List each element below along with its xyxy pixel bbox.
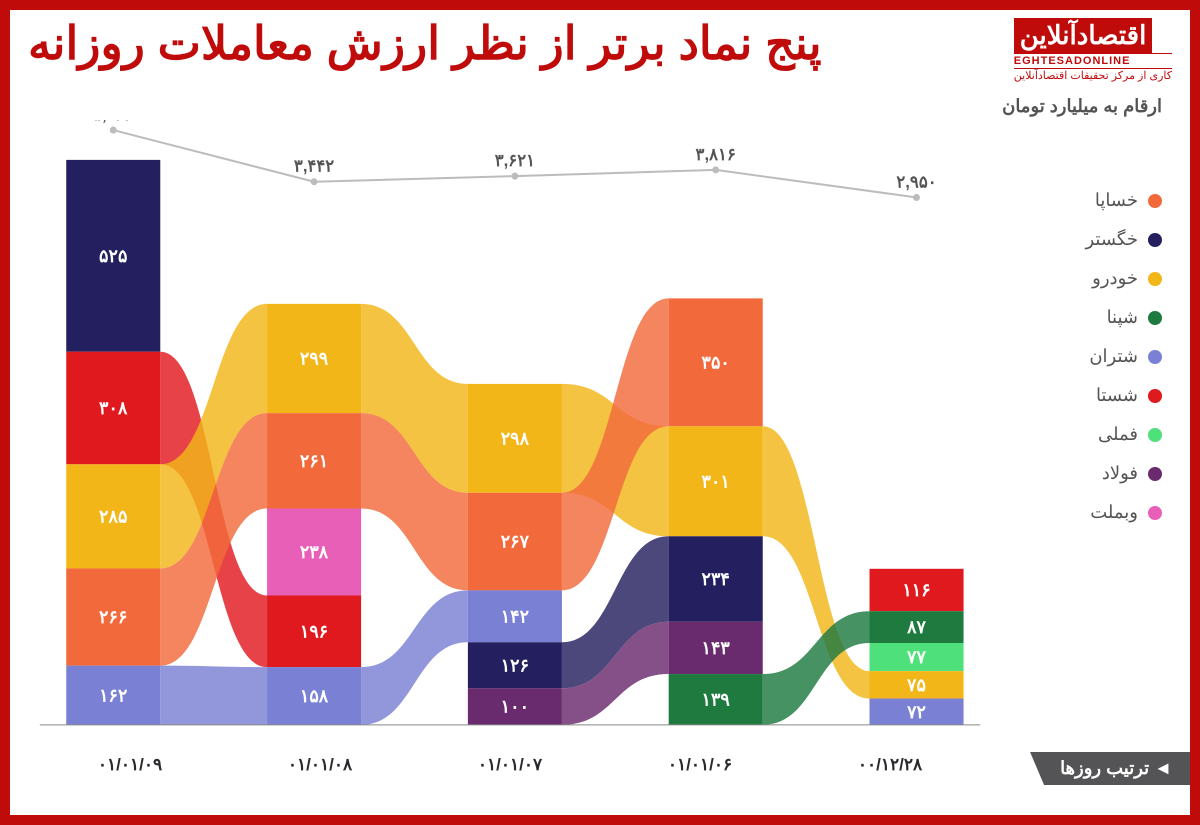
legend-item: شتران bbox=[1086, 346, 1163, 367]
xaxis-label: ۰۱/۰۱/۰۶ bbox=[630, 755, 770, 775]
legend-item: خودرو bbox=[1086, 268, 1163, 289]
bar-value-label: ۸۷ bbox=[906, 617, 926, 637]
brand-logo: اقتصادآنلاین EGHTESADONLINE کاری از مرکز… bbox=[1014, 18, 1172, 82]
legend-item: خساپا bbox=[1086, 190, 1163, 211]
bar-value-label: ۲۶۷ bbox=[501, 531, 530, 551]
bar-value-label: ۱۳۹ bbox=[702, 689, 731, 709]
logo-main-text: اقتصادآنلاین bbox=[1014, 18, 1153, 53]
legend-label: شپنا bbox=[1107, 307, 1138, 328]
total-line-label: ۳,۸۱۶ bbox=[696, 145, 736, 164]
bar-value-label: ۱۴۲ bbox=[501, 606, 530, 626]
legend-dot-icon bbox=[1148, 428, 1162, 442]
chart-title: پنج نماد برتر از نظر ارزش معاملات روزانه bbox=[28, 18, 822, 69]
bar-value-label: ۳۵۰ bbox=[702, 352, 730, 372]
bar-value-label: ۷۲ bbox=[906, 702, 926, 722]
bar-value-label: ۲۳۴ bbox=[702, 569, 730, 589]
legend-dot-icon bbox=[1148, 350, 1162, 364]
header: اقتصادآنلاین EGHTESADONLINE کاری از مرکز… bbox=[10, 10, 1190, 86]
legend-dot-icon bbox=[1148, 233, 1162, 247]
bar-value-label: ۱۰۰ bbox=[501, 696, 529, 716]
logo-sub-en: EGHTESADONLINE bbox=[1014, 53, 1172, 69]
bar-value-label: ۱۴۳ bbox=[702, 638, 731, 658]
legend: خساپا خگستر خودرو شپنا شتران شستا فملی فولاد وبم… bbox=[1086, 190, 1163, 523]
bar-value-label: ۱۹۶ bbox=[300, 621, 328, 641]
legend-label: فولاد bbox=[1102, 463, 1138, 484]
unit-label: ارقام به میلیارد تومان bbox=[10, 96, 1190, 117]
total-line-label: ۳,۶۲۱ bbox=[495, 151, 535, 170]
bar-value-label: ۲۶۱ bbox=[300, 451, 328, 471]
total-line-label: ۳,۴۴۲ bbox=[294, 156, 334, 175]
legend-item: شستا bbox=[1086, 385, 1163, 406]
total-line-label: ۲,۹۵۰ bbox=[896, 172, 936, 191]
legend-dot-icon bbox=[1148, 272, 1162, 286]
legend-item: وبملت bbox=[1086, 502, 1163, 523]
xaxis-label: ۰۱/۰۱/۰۸ bbox=[250, 755, 390, 775]
bar-value-label: ۷۷ bbox=[906, 647, 926, 667]
bar-value-label: ۱۱۶ bbox=[902, 580, 930, 600]
bar-value-label: ۷۵ bbox=[906, 675, 926, 695]
bar-value-label: ۳۰۱ bbox=[702, 471, 730, 491]
total-line-point bbox=[913, 194, 920, 201]
sankey-chart: ۵۲۵ ۳۰۸ ۲۸۵ ۲۶۶ ۱۶۲ ۲۹۹ ۲۶۱ ۲۳۸ ۱۹۶ ۱۵۸ ۲۹۸ ۲۶۷ ۱۴۲ ۱… bbox=[30, 120, 990, 745]
total-line-point bbox=[511, 173, 518, 180]
flow-ribbon bbox=[361, 590, 468, 724]
legend-dot-icon bbox=[1148, 506, 1162, 520]
bar-value-label: ۱۵۸ bbox=[300, 686, 329, 706]
bar-value-label: ۳۰۸ bbox=[99, 398, 128, 418]
legend-item: فولاد bbox=[1086, 463, 1163, 484]
bar-value-label: ۲۹۸ bbox=[501, 428, 530, 448]
xaxis-label: ۰۱/۰۱/۰۷ bbox=[440, 755, 580, 775]
legend-dot-icon bbox=[1148, 194, 1162, 208]
legend-dot-icon bbox=[1148, 467, 1162, 481]
bar-value-label: ۲۶۶ bbox=[99, 607, 127, 627]
legend-item: فملی bbox=[1086, 424, 1163, 445]
legend-dot-icon bbox=[1148, 389, 1162, 403]
legend-label: خودرو bbox=[1092, 268, 1138, 289]
legend-label: خساپا bbox=[1095, 190, 1138, 211]
flow-ribbon bbox=[160, 666, 267, 725]
bar-value-label: ۲۸۵ bbox=[99, 506, 128, 526]
total-line-point bbox=[311, 178, 318, 185]
xaxis-label: ۰۰/۱۲/۲۸ bbox=[820, 755, 960, 775]
legend-item: شپنا bbox=[1086, 307, 1163, 328]
legend-label: شتران bbox=[1089, 346, 1138, 367]
bar-value-label: ۲۳۸ bbox=[300, 542, 329, 562]
legend-item: خگستر bbox=[1086, 229, 1163, 250]
legend-label: وبملت bbox=[1090, 502, 1138, 523]
chart-frame: اقتصادآنلاین EGHTESADONLINE کاری از مرکز… bbox=[0, 0, 1200, 825]
chart-area: ۵۲۵ ۳۰۸ ۲۸۵ ۲۶۶ ۱۶۲ ۲۹۹ ۲۶۱ ۲۳۸ ۱۹۶ ۱۵۸ ۲۹۸ ۲۶۷ ۱۴۲ ۱… bbox=[30, 120, 990, 745]
legend-label: خگستر bbox=[1086, 229, 1139, 250]
bar-value-label: ۱۲۶ bbox=[501, 655, 529, 675]
legend-dot-icon bbox=[1148, 311, 1162, 325]
total-line-point bbox=[110, 127, 117, 134]
logo-sub-fa: کاری از مرکز تحقیقات اقتصادآنلاین bbox=[1014, 69, 1172, 82]
legend-label: فملی bbox=[1098, 424, 1138, 445]
total-line-label: ۵,۰۶۶ bbox=[93, 120, 133, 124]
total-line-point bbox=[712, 166, 719, 173]
bar-value-label: ۱۶۲ bbox=[99, 685, 128, 705]
footer-label: ◄ ترتیب روزها bbox=[1030, 752, 1190, 785]
legend-label: شستا bbox=[1096, 385, 1138, 406]
xaxis-label: ۰۱/۰۱/۰۹ bbox=[60, 755, 200, 775]
bar-value-label: ۵۲۵ bbox=[99, 246, 128, 266]
x-axis: ۰۱/۰۱/۰۹ ۰۱/۰۱/۰۸ ۰۱/۰۱/۰۷ ۰۱/۰۱/۰۶ ۰۰/۱۲/۲۸ bbox=[30, 755, 990, 775]
bar-value-label: ۲۹۹ bbox=[300, 348, 329, 368]
